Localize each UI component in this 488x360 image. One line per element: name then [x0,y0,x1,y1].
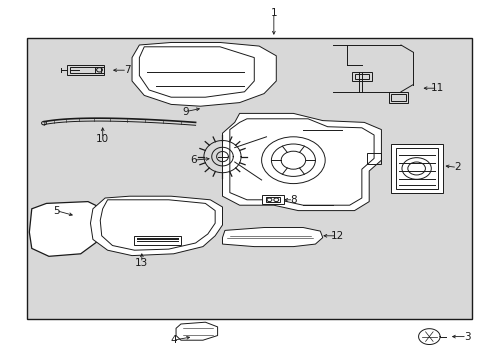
Polygon shape [222,228,322,247]
Text: 1: 1 [270,8,277,18]
Text: 13: 13 [135,258,148,268]
Text: 12: 12 [330,231,344,241]
Text: 10: 10 [96,134,109,144]
Text: 2: 2 [453,162,460,172]
Polygon shape [134,236,181,245]
Text: 5: 5 [53,206,60,216]
Text: 4: 4 [170,335,177,345]
Polygon shape [262,195,283,204]
Polygon shape [176,322,217,340]
Text: 6: 6 [189,155,196,165]
Bar [27,38,471,319]
Text: 7: 7 [123,65,130,75]
Polygon shape [90,196,222,256]
Polygon shape [29,202,105,256]
Text: 8: 8 [289,195,296,205]
Text: 11: 11 [430,83,444,93]
Polygon shape [222,113,381,211]
Polygon shape [390,144,442,193]
Text: 3: 3 [463,332,469,342]
Text: 9: 9 [182,107,189,117]
Polygon shape [132,42,276,106]
